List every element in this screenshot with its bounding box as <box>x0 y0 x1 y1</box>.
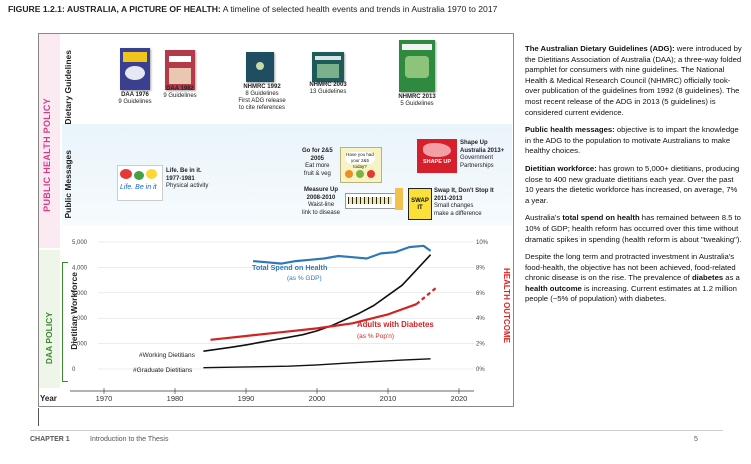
y-left-tick-label: 1,000 <box>72 342 88 348</box>
y-right-tick-label: 8% <box>476 265 485 271</box>
y-left-tick-label: 2,000 <box>72 316 88 322</box>
projection-series-line <box>415 285 439 306</box>
footer-rule <box>30 430 723 431</box>
go-for-2-5-text: Go for 2&5 2005 Eat more fruit & veg <box>302 148 333 177</box>
side-paragraph-adg: The Australian Dietary Guidelines (ADG):… <box>525 44 742 117</box>
figure-title-bold: FIGURE 1.2.1: AUSTRALIA, A PICTURE OF HE… <box>8 4 221 14</box>
life-be-in-it-text: Life. Be in it. 1977-1981 Physical activ… <box>166 168 209 189</box>
x-tick-label: 2020 <box>451 394 468 403</box>
adults-with-diabetes-series-line <box>210 303 417 341</box>
y-right-tick-label: 10% <box>476 240 489 246</box>
nhmrc-1992-caption: NHMRC 1992 8 Guidelines First ADG releas… <box>238 84 286 111</box>
measure-up-tape-end <box>395 188 403 210</box>
swap-it-logo: SWAP IT <box>408 188 432 220</box>
graduate-dietitians-label: #Graduate Dietitians <box>133 367 193 374</box>
working-dietitians-label: #Working Dietitians <box>139 352 196 359</box>
y-left-tick-label: 5,000 <box>72 240 88 246</box>
y-right-tick-label: 6% <box>476 291 485 297</box>
footer-page-number: 5 <box>694 436 698 443</box>
shape-up-logo: SHAPE UP <box>417 139 457 173</box>
dietitian-workforce-bracket <box>62 262 68 382</box>
y-right-tick-label: 2% <box>476 342 485 348</box>
diabetes-sublabel: (as % Pop'n) <box>357 333 394 340</box>
public-health-policy-band <box>39 34 60 248</box>
go-for-2-5-image: Have you had your 2&5 today? <box>340 147 382 183</box>
nhmrc-1992-cover <box>246 52 274 82</box>
x-tick-label: 2000 <box>309 394 326 403</box>
graduate-dietitians-series-line <box>203 358 431 369</box>
footer-chapter: CHAPTER 1 <box>30 436 70 443</box>
measure-up-text: Measure Up 2008-2010 Waist-line link to … <box>302 187 341 216</box>
health-outcome-label: HEALTH OUTCOME <box>502 268 511 343</box>
y-right-tick-label: 0% <box>476 367 485 373</box>
nhmrc-2003-cover <box>312 52 344 82</box>
side-paragraph-diabetes: Despite the long term and protracted inv… <box>525 252 740 304</box>
y-left-tick-label: 3,000 <box>72 291 88 297</box>
daa-policy-band <box>39 250 60 388</box>
x-tick-label: 1990 <box>238 394 255 403</box>
side-text: The Australian Dietary Guidelines (ADG):… <box>525 44 743 312</box>
footer-title: Introduction to the Thesis <box>90 436 169 443</box>
side-paragraph-messages: Public health messages: objective is to … <box>525 125 739 156</box>
figure-title: FIGURE 1.2.1: AUSTRALIA, A PICTURE OF HE… <box>8 4 497 14</box>
page-margin-mark <box>38 408 39 426</box>
nhmrc-2013-caption: NHMRC 2013 5 Guidelines <box>398 94 436 107</box>
figure-frame <box>38 33 514 407</box>
y-right-tick-label: 4% <box>476 316 485 322</box>
y-left-tick-label: 0 <box>72 367 76 373</box>
side-paragraph-workforce: Dietitian workforce: has grown to 5,000+… <box>525 163 740 205</box>
side-paragraph-spend: Australia's total spend on health has re… <box>525 213 742 244</box>
diabetes-label: Adults with Diabetes <box>357 320 434 329</box>
daa-1976-cover <box>120 48 150 90</box>
figure-title-rest: A timeline of selected health events and… <box>220 4 498 14</box>
total-spend-label: Total Spend on Health <box>252 263 327 272</box>
x-tick-label: 2010 <box>380 394 397 403</box>
x-axis-title: Year <box>40 394 57 403</box>
total-spend-sublabel: (as % GDP) <box>287 275 322 282</box>
y-left-tick-label: 4,000 <box>72 265 88 271</box>
shape-up-text: Shape Up Australia 2013+ Government Part… <box>460 140 505 169</box>
daa-1976-caption: DAA 1976 9 Guidelines <box>118 92 152 105</box>
total-spend-on-health-series-line <box>253 244 432 265</box>
x-tick-label: 1980 <box>167 394 184 403</box>
nhmrc-2013-cover <box>399 40 435 92</box>
nhmrc-2003-caption: NHMRC 2003 13 Guidelines <box>309 82 347 95</box>
x-tick-label: 1970 <box>96 394 113 403</box>
life-be-in-it-logo: Life. Be in it <box>117 165 163 201</box>
swap-it-text: Swap It, Don't Stop It 2011-2013 Small c… <box>434 188 494 217</box>
daa-1982-cover <box>165 50 195 90</box>
daa-1982-caption: DAA 1982 9 Guidelines <box>163 86 197 99</box>
working-dietitians-series-line <box>203 254 432 352</box>
